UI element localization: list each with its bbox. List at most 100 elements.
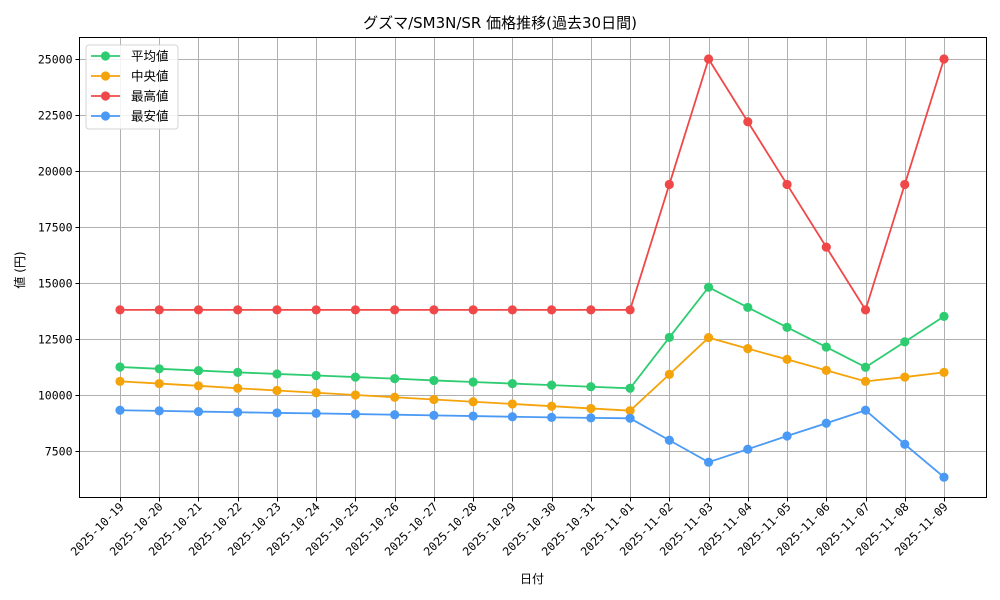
series-line bbox=[115, 333, 949, 416]
data-point bbox=[272, 385, 282, 396]
data-point bbox=[154, 406, 164, 416]
legend-label: 中央値 bbox=[131, 69, 169, 84]
data-point bbox=[233, 305, 243, 315]
data-point bbox=[586, 305, 596, 315]
data-point bbox=[193, 406, 204, 417]
data-point bbox=[547, 412, 557, 422]
data-point bbox=[860, 362, 871, 372]
legend-item: 最高値 bbox=[91, 89, 169, 104]
data-point bbox=[507, 399, 517, 409]
data-point bbox=[468, 411, 478, 421]
data-point bbox=[350, 390, 361, 400]
y-tick-label: 25000 bbox=[38, 53, 73, 67]
y-axis: 7500 10000 12500 15000 17500 20000 22500 25000 bbox=[38, 53, 80, 459]
data-point bbox=[311, 305, 321, 315]
series-path bbox=[120, 56, 945, 313]
data-point bbox=[507, 412, 517, 422]
x-axis-label: 日付 bbox=[520, 572, 544, 586]
data-point bbox=[821, 342, 831, 352]
data-point bbox=[115, 376, 125, 386]
y-tick-label: 7500 bbox=[45, 445, 73, 459]
data-point bbox=[743, 302, 753, 313]
data-point bbox=[390, 374, 400, 384]
series-line bbox=[115, 54, 949, 315]
data-point bbox=[586, 403, 596, 414]
series-path bbox=[119, 336, 945, 412]
data-point bbox=[193, 365, 204, 376]
data-point bbox=[939, 311, 949, 321]
data-point bbox=[547, 380, 557, 390]
legend-item: 平均値 bbox=[91, 49, 169, 64]
data-point bbox=[743, 444, 753, 454]
legend-label: 最安値 bbox=[131, 109, 169, 124]
data-point bbox=[468, 377, 478, 387]
legend-item: 最安値 bbox=[91, 109, 169, 124]
data-point bbox=[468, 397, 478, 407]
legend-box bbox=[85, 44, 179, 130]
data-point bbox=[233, 407, 243, 417]
data-point bbox=[350, 305, 361, 315]
data-point bbox=[311, 370, 321, 381]
data-point bbox=[586, 382, 596, 392]
legend-marker-icon bbox=[100, 91, 111, 101]
plot-frame bbox=[79, 37, 987, 498]
y-tick-label: 12500 bbox=[38, 333, 73, 347]
data-point bbox=[782, 322, 792, 332]
data-point bbox=[429, 305, 439, 315]
data-point bbox=[821, 418, 831, 428]
x-axis: 2025-10-192025-10-202025-10-212025-10-22… bbox=[68, 497, 951, 559]
y-axis-label: 値 (円) bbox=[12, 251, 27, 288]
data-point bbox=[782, 179, 792, 190]
data-point bbox=[429, 410, 439, 420]
legend-marker-icon bbox=[100, 71, 111, 81]
data-point bbox=[547, 401, 557, 411]
legend-label: 平均値 bbox=[131, 49, 169, 64]
data-point bbox=[586, 413, 596, 423]
data-point bbox=[664, 435, 674, 445]
data-point bbox=[703, 282, 714, 292]
data-point bbox=[115, 305, 125, 315]
data-point bbox=[272, 369, 282, 379]
data-point bbox=[390, 392, 400, 402]
y-tick-label: 15000 bbox=[38, 277, 73, 291]
series-path bbox=[119, 409, 945, 478]
data-point bbox=[390, 305, 400, 315]
data-point bbox=[782, 431, 792, 441]
y-tick-label: 20000 bbox=[38, 165, 73, 179]
data-point bbox=[900, 337, 910, 347]
data-point bbox=[233, 383, 243, 393]
data-point bbox=[115, 362, 125, 372]
legend-marker-icon bbox=[100, 51, 111, 61]
data-point bbox=[154, 378, 164, 389]
data-point bbox=[625, 383, 635, 393]
data-point bbox=[703, 54, 714, 64]
data-point bbox=[193, 305, 204, 315]
data-point bbox=[703, 457, 714, 467]
data-point bbox=[900, 179, 910, 190]
chart-title: グズマ/SM3N/SR 価格推移(過去30日間) bbox=[363, 14, 637, 32]
data-point bbox=[743, 117, 753, 127]
data-point bbox=[272, 408, 282, 418]
series-line bbox=[115, 405, 949, 482]
legend-item: 中央値 bbox=[91, 69, 169, 84]
data-point bbox=[507, 378, 517, 389]
data-point bbox=[782, 354, 792, 364]
data-point bbox=[900, 439, 910, 449]
data-point bbox=[350, 372, 361, 382]
data-point bbox=[664, 369, 674, 379]
data-point bbox=[821, 242, 831, 252]
data-point bbox=[468, 305, 478, 315]
grid-lines bbox=[79, 37, 987, 498]
y-tick-label: 17500 bbox=[38, 221, 73, 235]
data-series bbox=[115, 54, 949, 482]
data-point bbox=[743, 344, 753, 354]
data-point bbox=[625, 413, 635, 423]
data-point bbox=[115, 405, 125, 415]
data-point bbox=[703, 333, 714, 343]
data-point bbox=[860, 376, 871, 386]
data-point bbox=[154, 305, 164, 315]
data-point bbox=[233, 367, 243, 377]
data-point bbox=[664, 332, 674, 343]
